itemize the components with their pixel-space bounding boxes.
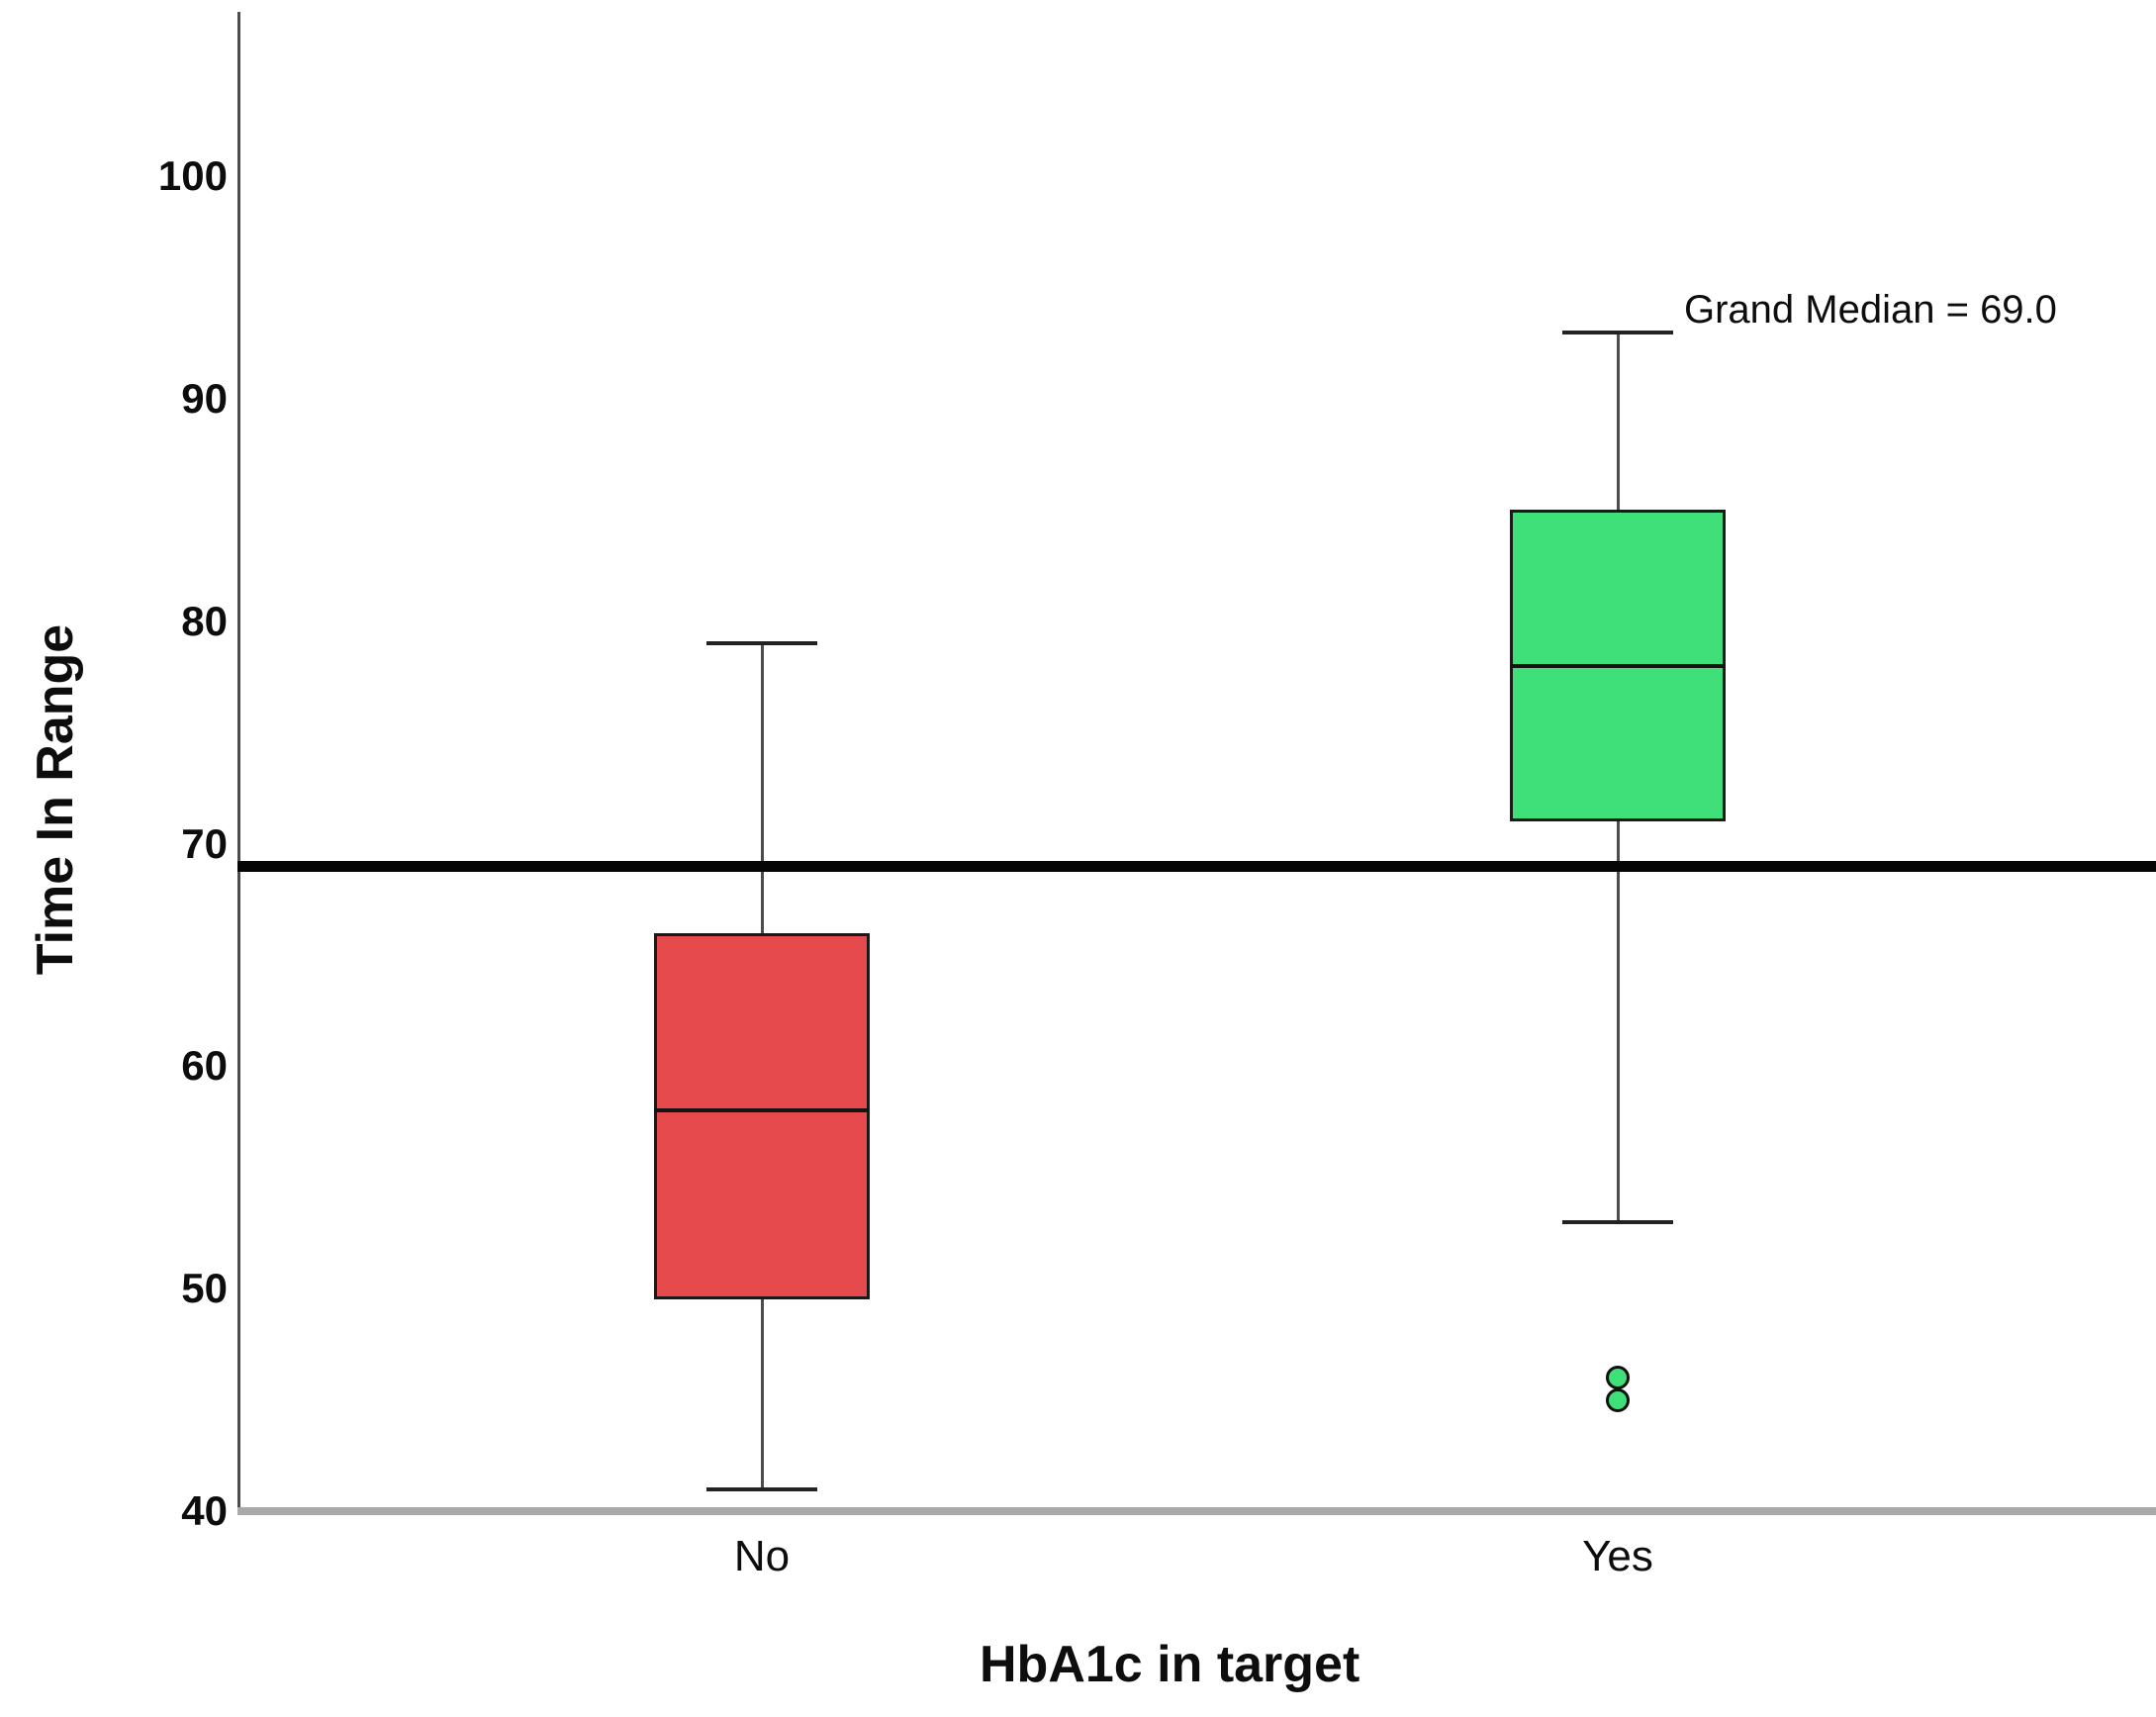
y-tick-label: 70 (181, 819, 228, 867)
median-line (1510, 663, 1726, 668)
whisker-max-cap (1562, 330, 1673, 334)
y-tick-label: 60 (181, 1042, 228, 1090)
category-label-yes: Yes (1582, 1532, 1653, 1580)
whisker-min-cap (1562, 1219, 1673, 1224)
median-line (654, 1108, 870, 1113)
y-axis-line (237, 12, 240, 1511)
y-tick-label: 50 (181, 1265, 228, 1312)
grand-median-line (237, 860, 2156, 872)
x-axis-title: HbA1c in target (980, 1636, 1360, 1693)
y-tick-label: 90 (181, 375, 228, 422)
grand-median-label: Grand Median = 69.0 (1684, 288, 2057, 332)
box-no (654, 932, 870, 1300)
lower-whisker-line (1616, 821, 1620, 1222)
outlier-point (1606, 1366, 1630, 1390)
upper-whisker-line (1616, 332, 1620, 511)
y-tick-label: 40 (181, 1487, 228, 1534)
outlier-point (1606, 1387, 1630, 1412)
y-tick-label: 100 (157, 152, 228, 200)
y-tick-label: 80 (181, 597, 228, 644)
x-axis-line (237, 1507, 2156, 1515)
whisker-max-cap (706, 641, 817, 646)
category-label-no: No (733, 1532, 791, 1580)
whisker-min-cap (706, 1486, 817, 1491)
lower-whisker-line (760, 1299, 764, 1489)
upper-whisker-line (760, 643, 764, 933)
